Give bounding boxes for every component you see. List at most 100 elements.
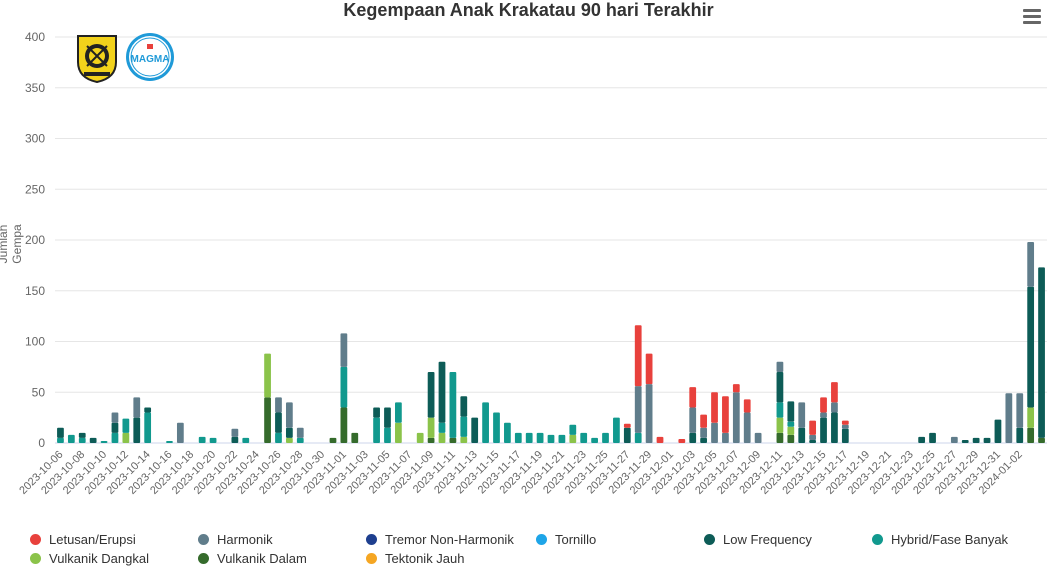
bar-segment[interactable] [285, 427, 293, 438]
bar-segment[interactable] [89, 437, 97, 443]
bar-segment[interactable] [787, 434, 795, 443]
bar-segment[interactable] [972, 437, 980, 443]
bar-segment[interactable] [732, 384, 740, 393]
bar-segment[interactable] [373, 407, 380, 418]
bar-segment[interactable] [482, 402, 489, 443]
bar-segment[interactable] [296, 437, 304, 443]
bar-segment[interactable] [1016, 393, 1024, 428]
bar-segment[interactable] [580, 432, 588, 443]
bar-segment[interactable] [1005, 393, 1013, 443]
bar-segment[interactable] [122, 432, 130, 443]
legend-item[interactable]: Vulkanik Dalam [198, 551, 307, 566]
bar-segment[interactable] [787, 401, 795, 422]
bar-segment[interactable] [231, 428, 239, 437]
bar-segment[interactable] [841, 424, 849, 429]
bar-segment[interactable] [133, 417, 141, 444]
bar-segment[interactable] [231, 436, 239, 443]
bar-segment[interactable] [831, 412, 838, 443]
bar-segment[interactable] [133, 397, 141, 418]
bar-segment[interactable] [460, 396, 468, 417]
bar-segment[interactable] [514, 432, 522, 443]
bar-segment[interactable] [285, 437, 293, 443]
legend-item[interactable]: Hybrid/Fase Banyak [872, 532, 1008, 547]
bar-segment[interactable] [831, 402, 838, 413]
bar-segment[interactable] [678, 438, 686, 443]
bar-segment[interactable] [427, 371, 435, 418]
bar-segment[interactable] [689, 432, 697, 443]
bar-segment[interactable] [275, 397, 282, 413]
bar-segment[interactable] [144, 412, 152, 443]
bar-segment[interactable] [994, 419, 1002, 443]
bar-segment[interactable] [591, 437, 598, 443]
bar-segment[interactable] [918, 436, 926, 443]
bar-segment[interactable] [656, 436, 664, 443]
bar-segment[interactable] [711, 392, 718, 423]
bar-segment[interactable] [776, 432, 784, 443]
bar-segment[interactable] [329, 437, 337, 443]
bar-segment[interactable] [1027, 242, 1035, 287]
bar-segment[interactable] [78, 432, 86, 438]
bar-segment[interactable] [634, 432, 642, 443]
bar-segment[interactable] [111, 432, 119, 443]
bar-segment[interactable] [776, 371, 784, 403]
bar-segment[interactable] [841, 420, 849, 425]
bar-segment[interactable] [1038, 267, 1045, 438]
bar-segment[interactable] [1027, 407, 1035, 428]
bar-segment[interactable] [623, 423, 631, 428]
bar-segment[interactable] [373, 417, 380, 444]
bar-segment[interactable] [776, 402, 784, 418]
bar-segment[interactable] [242, 437, 250, 443]
bar-segment[interactable] [569, 434, 577, 443]
hamburger-menu-icon[interactable] [1020, 6, 1044, 26]
bar-segment[interactable] [841, 428, 849, 443]
bar-segment[interactable] [787, 421, 795, 427]
bar-segment[interactable] [743, 412, 751, 443]
bar-segment[interactable] [144, 407, 152, 413]
bar-segment[interactable] [732, 392, 740, 443]
bar-segment[interactable] [634, 325, 642, 387]
bar-segment[interactable] [787, 426, 795, 435]
bar-segment[interactable] [449, 437, 457, 443]
bar-segment[interactable] [57, 427, 64, 438]
bar-segment[interactable] [504, 422, 511, 443]
bar-segment[interactable] [296, 427, 304, 438]
bar-segment[interactable] [100, 440, 108, 443]
bar-segment[interactable] [1027, 427, 1035, 443]
bar-segment[interactable] [340, 407, 348, 443]
bar-segment[interactable] [776, 417, 784, 433]
bar-segment[interactable] [384, 407, 391, 428]
bar-segment[interactable] [351, 432, 359, 443]
bar-segment[interactable] [950, 436, 958, 443]
bar-segment[interactable] [78, 437, 86, 443]
bar-segment[interactable] [111, 422, 119, 433]
bar-segment[interactable] [613, 417, 620, 444]
bar-segment[interactable] [57, 437, 64, 443]
bar-segment[interactable] [536, 432, 544, 443]
bar-segment[interactable] [275, 412, 282, 433]
bar-segment[interactable] [209, 437, 217, 443]
bar-segment[interactable] [700, 437, 707, 443]
legend-item[interactable]: Low Frequency [704, 532, 812, 547]
bar-segment[interactable] [427, 417, 435, 438]
bar-segment[interactable] [569, 424, 577, 435]
bar-segment[interactable] [798, 402, 806, 428]
bar-segment[interactable] [722, 396, 729, 433]
bar-segment[interactable] [700, 427, 707, 438]
legend-item[interactable]: Letusan/Erupsi [30, 532, 136, 547]
bar-segment[interactable] [689, 407, 697, 433]
bar-segment[interactable] [754, 432, 762, 443]
bar-segment[interactable] [166, 440, 173, 443]
bar-segment[interactable] [700, 414, 707, 428]
bar-segment[interactable] [820, 397, 827, 413]
bar-segment[interactable] [798, 427, 806, 443]
bar-segment[interactable] [961, 439, 969, 443]
bar-segment[interactable] [285, 402, 293, 428]
bar-segment[interactable] [493, 412, 500, 443]
bar-segment[interactable] [438, 361, 446, 423]
bar-segment[interactable] [275, 432, 282, 443]
bar-segment[interactable] [438, 432, 446, 443]
legend-item[interactable]: Harmonik [198, 532, 273, 547]
bar-segment[interactable] [558, 434, 566, 443]
bar-segment[interactable] [929, 432, 936, 443]
bar-segment[interactable] [525, 432, 533, 443]
